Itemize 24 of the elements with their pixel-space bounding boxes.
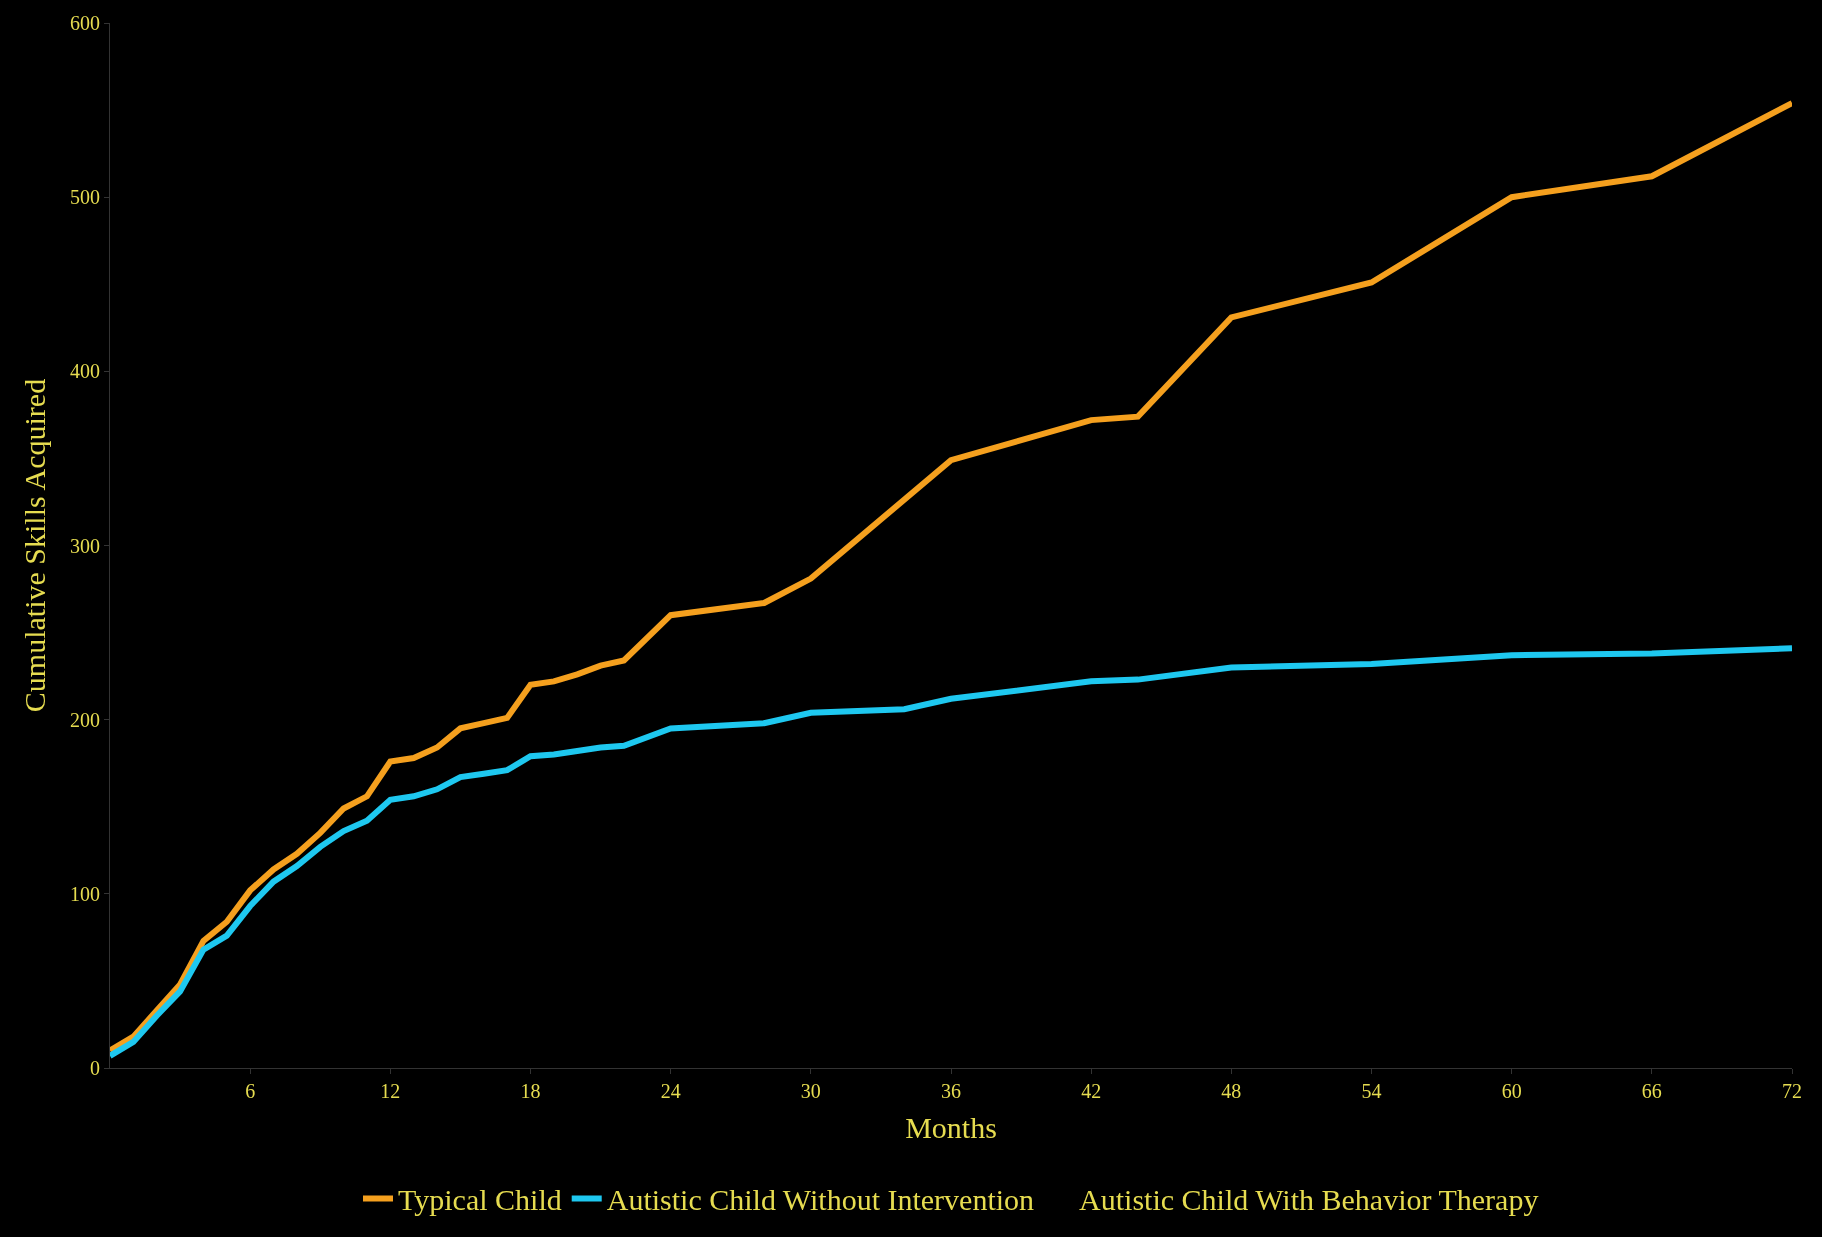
x-tick-label: 36	[941, 1080, 961, 1102]
y-tick-label: 300	[70, 534, 100, 557]
x-axis-title: Months	[905, 1110, 997, 1144]
text: Autistic Child With Behavior Therapy	[1079, 1183, 1539, 1217]
x-tick-label: 42	[1081, 1080, 1102, 1102]
x-tick-label: 24	[660, 1080, 681, 1102]
x-tick-label: 60	[1501, 1080, 1522, 1102]
x-tick-label: 12	[380, 1080, 401, 1102]
legend-label: Autistic Child Without Intervention	[606, 1183, 1035, 1217]
x-tick-label: 18	[520, 1080, 541, 1102]
x-tick-label: 54	[1361, 1080, 1382, 1102]
y-tick-label: 100	[70, 882, 100, 905]
x-tick-label: 72	[1782, 1080, 1802, 1102]
x-tick-label: 66	[1641, 1080, 1662, 1102]
y-tick-label: 200	[70, 708, 100, 731]
y-tick-label: 400	[70, 360, 100, 383]
x-tick-label: 6	[245, 1080, 256, 1102]
y-axis-title: Cumulative Skills Acquired	[18, 378, 51, 713]
x-tick-label: 30	[800, 1080, 821, 1102]
legend-label: Typical Child	[398, 1183, 562, 1217]
y-tick-label: 600	[70, 12, 100, 34]
y-tick-label: 0	[90, 1057, 100, 1079]
y-tick-label: 500	[70, 186, 100, 209]
x-tick-label: 48	[1221, 1080, 1242, 1102]
